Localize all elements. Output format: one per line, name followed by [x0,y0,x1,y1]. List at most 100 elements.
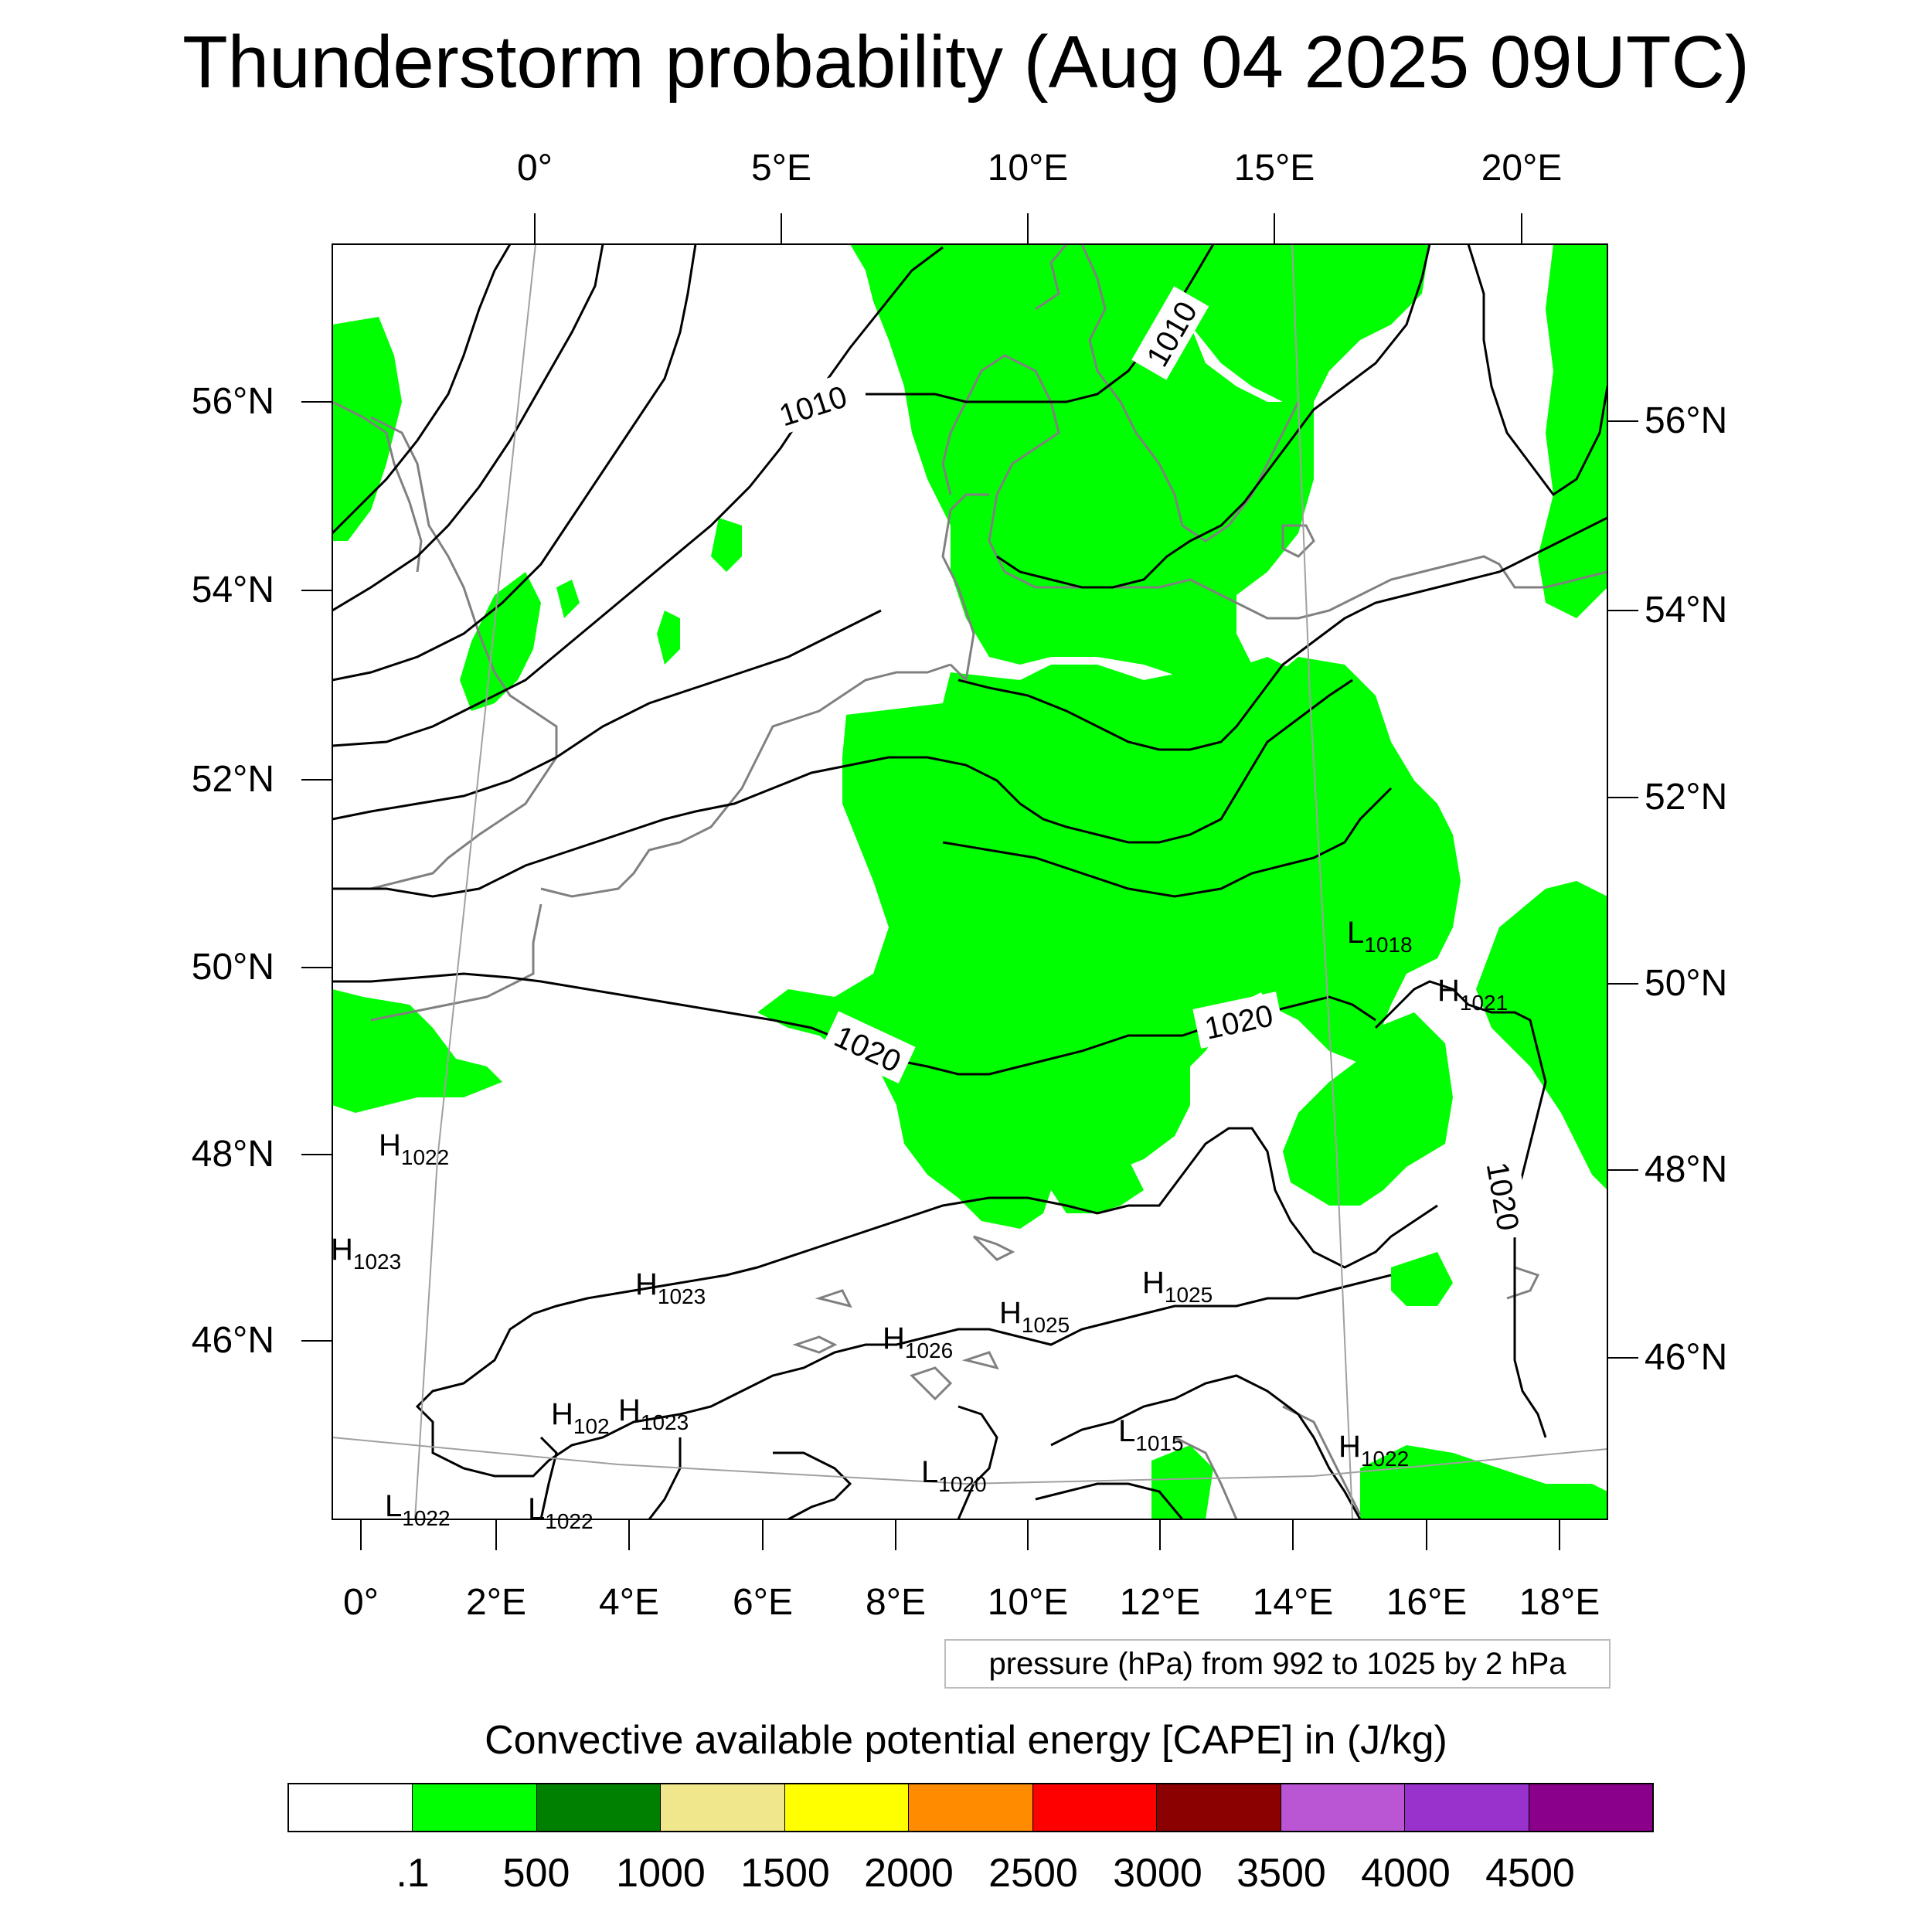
isobar-7 [942,787,1393,898]
cape-area-england-east [460,572,541,711]
top-axis-label: 5°E [751,148,811,189]
left-axis-label: 50°N [191,947,274,988]
top-axis-label: 15°E [1233,148,1315,189]
cape-area-patch-3 [556,580,580,618]
cape-area-far-east [1476,881,1607,1190]
coast-sweden [1080,244,1300,543]
cape-area-scotland [332,317,402,541]
cape-area-baltic-east [1538,244,1607,618]
isobar-south-1 [532,1127,1438,1315]
pressure-center: H1025 [1142,1266,1213,1307]
cape-area-patch-4 [1391,1252,1453,1306]
isobar-5 [332,609,882,821]
pressure-center: H1026 [883,1321,953,1362]
pressure-center: L1022 [528,1492,594,1533]
isobar-layer [332,244,1607,1519]
coast-east-small [1506,1266,1540,1300]
isobar-8 [957,516,1607,751]
cape-area-sea-patch [657,611,680,665]
cape-area-patch-2 [711,518,742,572]
coast-adriatic-west [1174,1436,1238,1519]
colorbar-swatch [1032,1784,1157,1831]
top-axis-label: 10°E [987,148,1069,189]
left-axis-label: 54°N [191,570,274,611]
colorbar-swatch [784,1784,909,1831]
bottom-axis-label: 18°E [1519,1582,1600,1623]
isobar-south-6 [648,1437,682,1519]
bottom-axis-label: 16°E [1386,1582,1468,1623]
pressure-center: H1023 [635,1267,706,1308]
pressure-center: H102 [551,1397,610,1438]
isobar-10 [996,244,1431,589]
colorbar-tick-label: 3000 [1113,1851,1202,1896]
top-axis-label: 20°E [1481,148,1563,189]
isobar-south-5 [1035,1482,1184,1519]
colorbar-tick-label: 4000 [1361,1851,1451,1896]
colorbar-swatch [536,1784,661,1831]
left-axis-label: 48°N [191,1134,274,1175]
bottom-axis-label: 14°E [1252,1582,1334,1623]
bottom-axis-label: 2°E [466,1582,526,1623]
map-title: Thunderstorm probability (Aug 04 2025 09… [182,21,1750,104]
pressure-center: H1021 [1437,974,1508,1015]
isobar-south-8 [957,1405,998,1519]
isobar-4 [332,246,944,747]
cape-area-central [757,657,1383,1229]
right-axis-label: 56°N [1645,400,1728,441]
isobar-2 [332,244,604,612]
coast-france-north [540,663,951,898]
coast-germany-north [941,493,989,683]
top-axis-label: 0° [517,148,553,189]
right-axis-label: 54°N [1645,590,1728,631]
right-axis-label: 48°N [1645,1149,1728,1190]
bottom-axis-ticks [360,1519,1560,1550]
pressure-center: H1023 [618,1393,689,1434]
bottom-axis-label: 10°E [987,1582,1069,1623]
pressure-center: H1025 [999,1296,1070,1337]
colorbar-tick-label: 1500 [740,1851,830,1896]
pressure-center: H1023 [331,1233,401,1274]
coastline-layer [332,244,1607,1519]
cape-area-adriatic [1151,1445,1213,1519]
colorbar-swatch [1156,1784,1281,1831]
bottom-axis-label: 6°E [733,1582,793,1623]
pressure-center-group: H1022 H1023 H1023 H1026 H1025 H1025 H102… [331,916,1508,1533]
isobar-11 [1374,980,1547,1438]
cape-area-poland [1244,657,1461,1066]
colorbar [287,1783,1654,1832]
cape-area-east [1283,1012,1453,1206]
left-axis-label: 56°N [191,381,274,422]
lake-constance [972,1235,1015,1261]
pressure-center: H1022 [379,1128,449,1169]
pressure-center: H1022 [1338,1430,1409,1471]
cape-area-scandinavia [1159,244,1430,433]
colorbar-title: Convective available potential energy [C… [485,1718,1447,1763]
cape-area-southeast [1360,1445,1607,1519]
left-axis-ticks [301,401,332,1342]
lake-geneva [792,1335,838,1354]
right-axis-label: 52°N [1645,777,1728,818]
cape-fill-layer [332,244,1607,1519]
cape-area-alps-north [1051,1151,1144,1213]
coast-normandy [370,903,543,1022]
colorbar-swatch [908,1784,1032,1831]
isobar-6 [332,679,1353,898]
coast-britain-east [340,416,558,890]
isobar-south-4 [1050,1374,1362,1519]
colorbar-tick-label: 4500 [1485,1851,1575,1896]
bottom-axis-label: 8°E [866,1582,926,1623]
colorbar-tick-label: 3500 [1236,1851,1326,1896]
colorbar-swatch [660,1784,784,1831]
isobar-south-7 [539,1436,558,1519]
left-axis-label: 46°N [191,1320,274,1361]
colorbar-swatch [412,1784,536,1831]
isobar-south-3 [773,1451,852,1519]
colorbar-tick-label: 2000 [864,1851,954,1896]
right-axis-ticks [1607,420,1638,1359]
colorbar-tick-label: 1000 [616,1851,706,1896]
bottom-axis-label: 12°E [1119,1582,1201,1623]
colorbar-swatch [1528,1784,1652,1831]
coast-denmark [941,354,1060,573]
map-frame [332,243,1608,1520]
